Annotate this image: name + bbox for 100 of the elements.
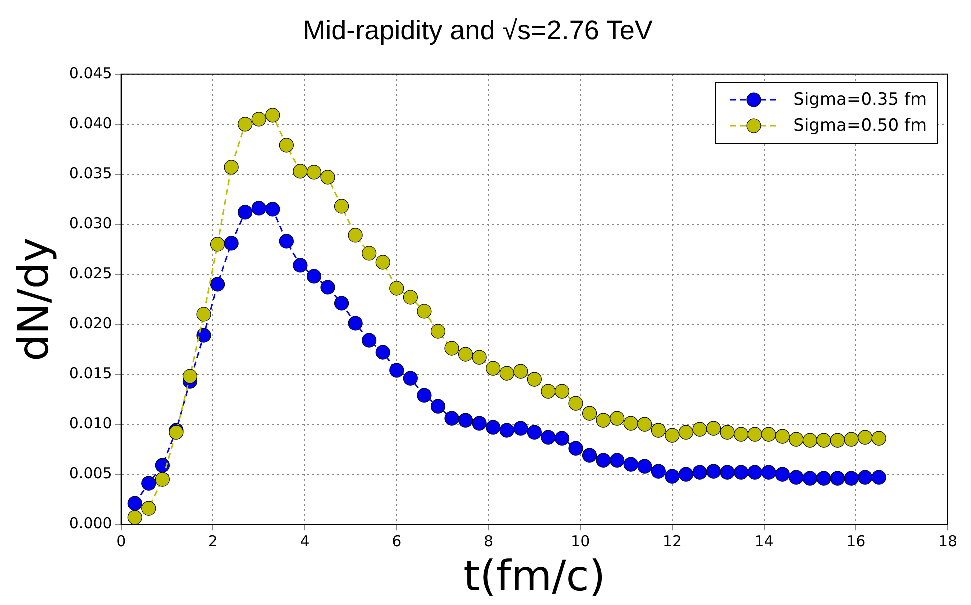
- point: [624, 457, 638, 472]
- y-tick-label: 0.005: [69, 464, 112, 482]
- point: [582, 448, 598, 463]
- point: [830, 433, 846, 448]
- point: [444, 341, 460, 356]
- point: [872, 470, 886, 485]
- point: [554, 384, 570, 399]
- point: [128, 496, 142, 511]
- point: [762, 465, 776, 480]
- point: [348, 316, 363, 331]
- point: [830, 471, 846, 486]
- point: [678, 425, 694, 440]
- point: [762, 427, 776, 442]
- y-axis-title: dN/dy: [9, 238, 58, 362]
- point: [279, 234, 294, 249]
- point: [142, 476, 156, 491]
- point: [706, 421, 722, 436]
- x-tick-label: 6: [392, 532, 402, 550]
- y-tick-label: 0.015: [69, 364, 112, 382]
- point: [638, 417, 652, 432]
- point: [720, 465, 735, 480]
- point: [224, 236, 239, 251]
- point: [582, 406, 598, 421]
- point: [238, 205, 253, 220]
- point: [376, 345, 390, 360]
- point: [266, 202, 280, 217]
- point: [748, 465, 762, 480]
- point: [362, 246, 377, 261]
- x-axis-title: t(fm/c): [464, 552, 606, 601]
- point: [458, 413, 474, 428]
- point: [514, 421, 528, 436]
- point: [678, 467, 694, 482]
- point: [417, 388, 432, 403]
- point: [362, 333, 377, 348]
- point: [128, 510, 142, 525]
- point: [293, 164, 308, 179]
- point: [182, 369, 198, 384]
- point: [279, 138, 294, 153]
- point: [500, 423, 514, 438]
- point: [334, 199, 350, 214]
- point: [293, 258, 308, 273]
- x-tick-label: 2: [208, 532, 218, 550]
- point: [734, 465, 749, 480]
- point: [196, 328, 212, 343]
- y-tick-label: 0.020: [69, 314, 112, 332]
- point: [348, 228, 363, 243]
- point: [651, 464, 666, 479]
- point: [500, 366, 514, 381]
- point: [844, 432, 859, 447]
- point: [417, 304, 432, 319]
- point: [692, 422, 708, 437]
- point: [514, 364, 528, 379]
- point: [238, 117, 253, 132]
- point: [320, 170, 336, 185]
- point: [472, 416, 487, 431]
- point: [651, 423, 666, 438]
- x-tick-label: 18: [938, 532, 958, 550]
- y-tick-label: 0.030: [69, 214, 112, 232]
- point: [252, 201, 266, 216]
- x-tick-label: 0: [116, 532, 126, 550]
- chart-title: Mid-rapidity and √s=2.76 TeV: [303, 16, 653, 46]
- point: [527, 425, 542, 440]
- point: [472, 350, 487, 365]
- point: [210, 237, 226, 252]
- point: [844, 471, 859, 486]
- point: [430, 324, 446, 339]
- point: [596, 453, 611, 468]
- y-tick-label: 0.035: [69, 164, 112, 182]
- point: [775, 467, 790, 482]
- point: [486, 420, 501, 435]
- x-tick-label: 4: [300, 532, 310, 550]
- point: [610, 453, 625, 468]
- point: [554, 431, 570, 446]
- y-tick-label: 0.010: [69, 414, 112, 432]
- legend-label: Sigma=0.35 fm: [794, 90, 927, 110]
- point: [816, 433, 832, 448]
- point: [320, 280, 336, 295]
- point: [858, 470, 873, 485]
- x-tick-label: 14: [754, 532, 774, 550]
- point: [858, 430, 873, 445]
- point: [638, 459, 652, 474]
- point: [527, 372, 542, 387]
- point: [665, 469, 680, 484]
- point: [390, 281, 404, 296]
- point: [775, 429, 790, 444]
- point: [596, 413, 611, 428]
- point: [142, 501, 156, 516]
- point: [155, 458, 170, 473]
- point: [155, 472, 170, 487]
- x-tick-label: 10: [571, 532, 590, 550]
- point: [430, 399, 446, 414]
- point: [541, 430, 556, 445]
- point: [334, 296, 350, 311]
- point: [802, 433, 818, 448]
- point: [706, 464, 722, 479]
- y-tick-label: 0.040: [69, 114, 112, 132]
- point: [789, 470, 804, 485]
- point: [816, 471, 832, 486]
- y-tick-label: 0.025: [69, 264, 112, 282]
- point: [444, 411, 460, 426]
